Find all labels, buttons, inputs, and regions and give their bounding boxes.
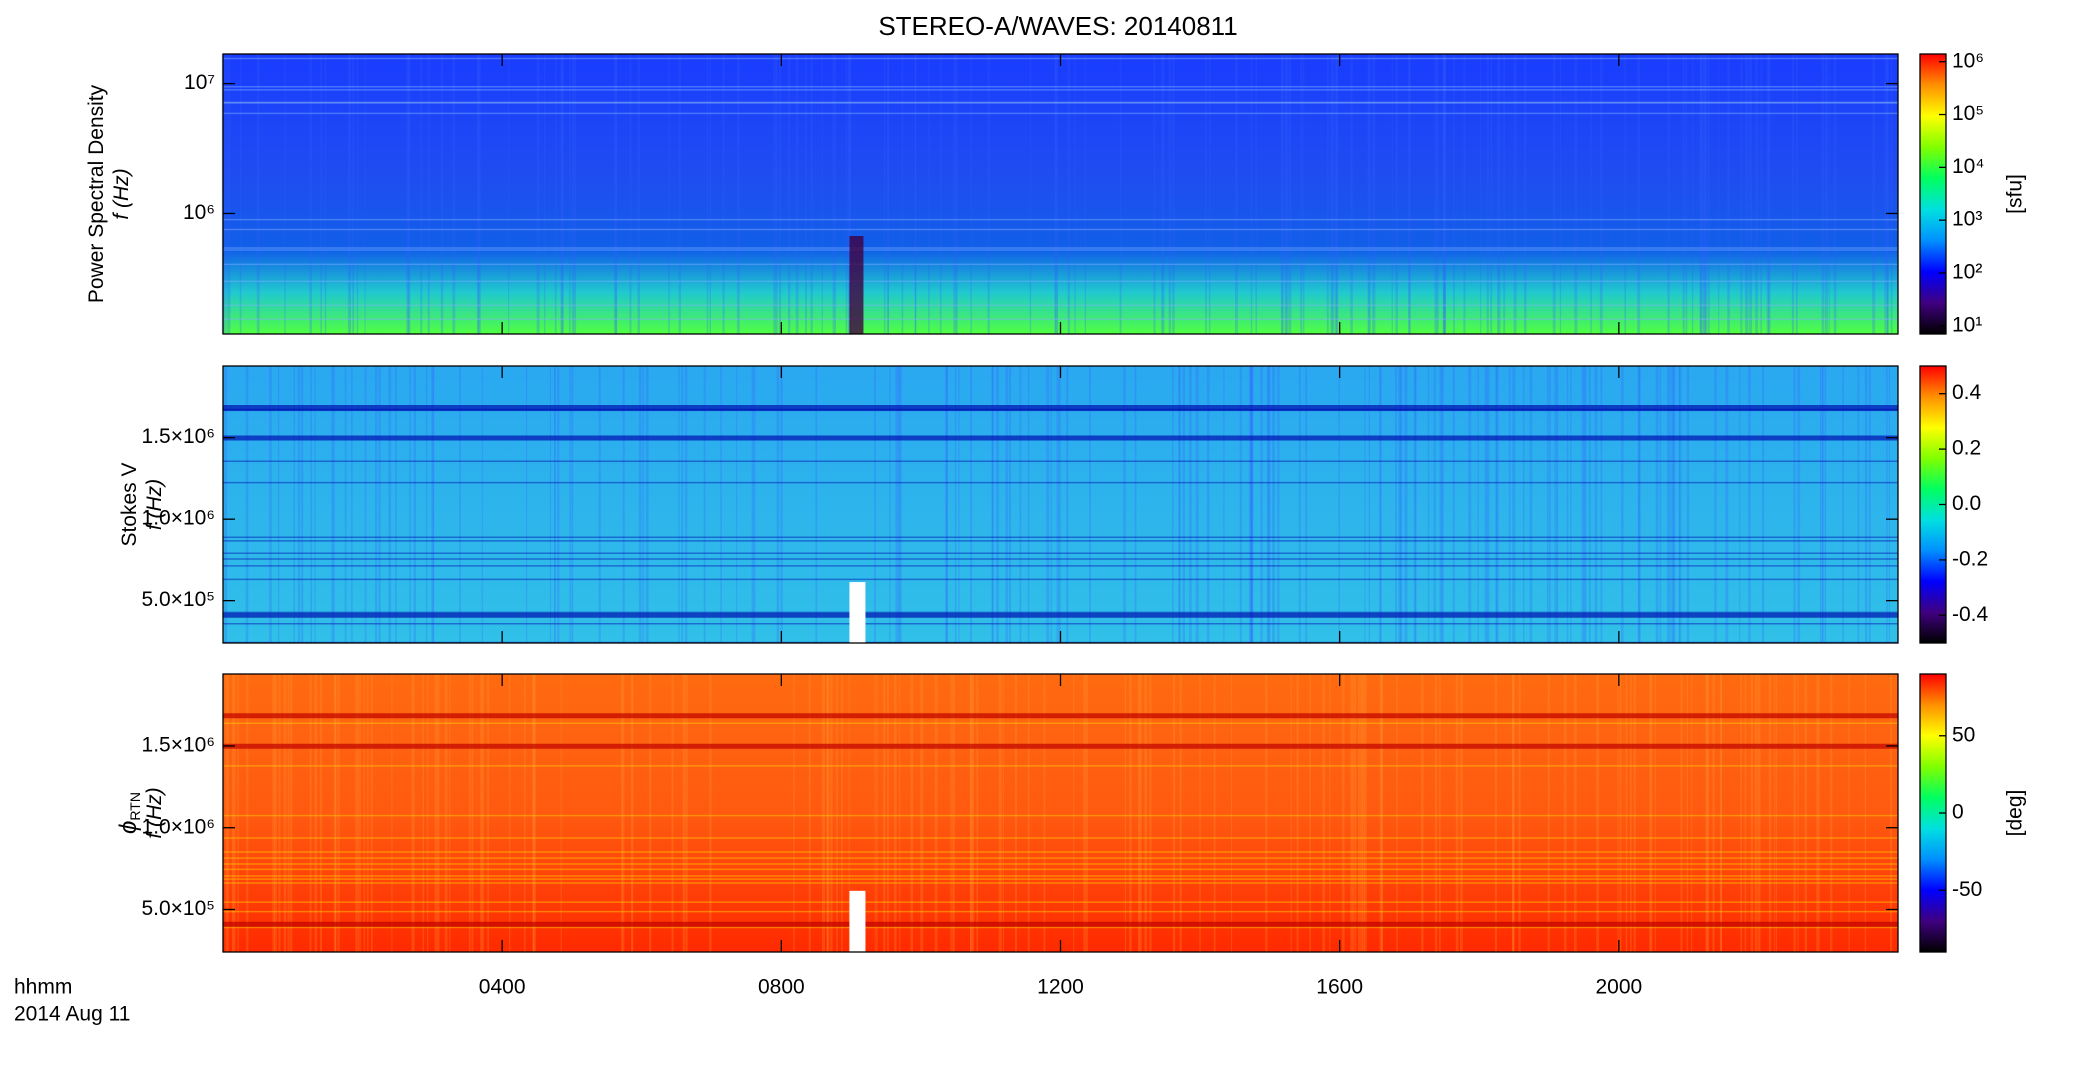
colorbar-tick-label: 0.4 — [1952, 381, 1982, 404]
y-axis-label: f (Hz) — [143, 787, 166, 838]
y-axis-label: Stokes V — [118, 462, 141, 546]
colorbar-label: [sfu] — [2004, 174, 2027, 214]
y-axis-label-text: f (Hz) — [143, 479, 166, 530]
y-tick-label: 5.0×10⁵ — [141, 588, 215, 611]
colorbar-tick-label: -0.2 — [1952, 547, 1988, 570]
x-tick-label: 2000 — [1595, 976, 1642, 999]
colorbar-tick-label: -0.4 — [1952, 603, 1989, 626]
colorbar-tick-label: 10⁶ — [1952, 49, 1984, 72]
y-tick-label: 5.0×10⁵ — [141, 897, 215, 920]
x-tick-label: 0400 — [479, 976, 526, 999]
colorbar-tick-label: 0 — [1952, 801, 1964, 824]
colorbar-tick-label: 50 — [1952, 723, 1975, 746]
y-axis-label-text: ϕ — [115, 821, 142, 834]
y-axis-label: ϕRTN — [115, 792, 142, 834]
spectrogram — [223, 54, 1898, 334]
y-tick-label: 1.5×10⁶ — [142, 425, 215, 448]
spectrogram — [223, 674, 1898, 952]
y-axis-label-text: Stokes V — [118, 462, 141, 546]
y-tick-label: 1.5×10⁶ — [142, 733, 215, 756]
colorbar-tick-label: 0.0 — [1952, 492, 1981, 515]
colorbar-tick-label: -50 — [1952, 878, 1982, 901]
colorbar-tick-label: 10⁴ — [1952, 155, 1984, 178]
colorbar-tick-label: 0.2 — [1952, 437, 1981, 460]
x-axis-label: hhmm — [14, 976, 72, 999]
y-axis-label-subscript: RTN — [127, 792, 143, 821]
colorbar — [1919, 53, 1947, 335]
x-axis-label: 2014 Aug 11 — [14, 1003, 130, 1026]
data-gap — [849, 236, 864, 334]
y-tick-label: 1.0×10⁶ — [142, 815, 215, 838]
colorbar-label: [deg] — [2004, 790, 2027, 837]
colorbar-tick-label: 10¹ — [1952, 313, 1982, 336]
data-gap — [849, 582, 866, 643]
data-gap — [849, 890, 866, 952]
y-tick-label: 10⁷ — [184, 71, 215, 94]
spectrogram — [223, 366, 1898, 643]
y-axis-label-text: f (Hz) — [110, 168, 133, 219]
spectrogram-panel: 5.0×10⁵ 1.0×10⁶ 1.5×10⁶ ϕRTN f (Hz) -50 0 50 [de… — [115, 673, 2027, 953]
colorbar-tick-label: 10⁵ — [1952, 102, 1984, 125]
y-tick-label: 1.0×10⁶ — [142, 507, 215, 530]
x-tick-label: 0800 — [758, 976, 805, 999]
spectrogram-panel: 10⁶ 10⁷ Power Spectral Density f (Hz) 10¹ 10²… — [85, 49, 2027, 336]
x-tick-label: 1600 — [1316, 976, 1363, 999]
y-tick-label: 10⁶ — [183, 201, 215, 224]
y-axis-label-text: f (Hz) — [143, 787, 166, 838]
figure-title: STEREO-A/WAVES: 20140811 — [878, 11, 1237, 41]
colorbar-tick-label: 10³ — [1952, 208, 1982, 231]
colorbar-tick-label: 10² — [1952, 261, 1982, 284]
y-axis-label: f (Hz) — [143, 479, 166, 530]
y-axis-label: f (Hz) — [110, 168, 133, 219]
y-axis-label-text: Power Spectral Density — [85, 84, 108, 303]
x-tick-label: 1200 — [1037, 976, 1084, 999]
y-axis-label: Power Spectral Density — [85, 84, 108, 303]
